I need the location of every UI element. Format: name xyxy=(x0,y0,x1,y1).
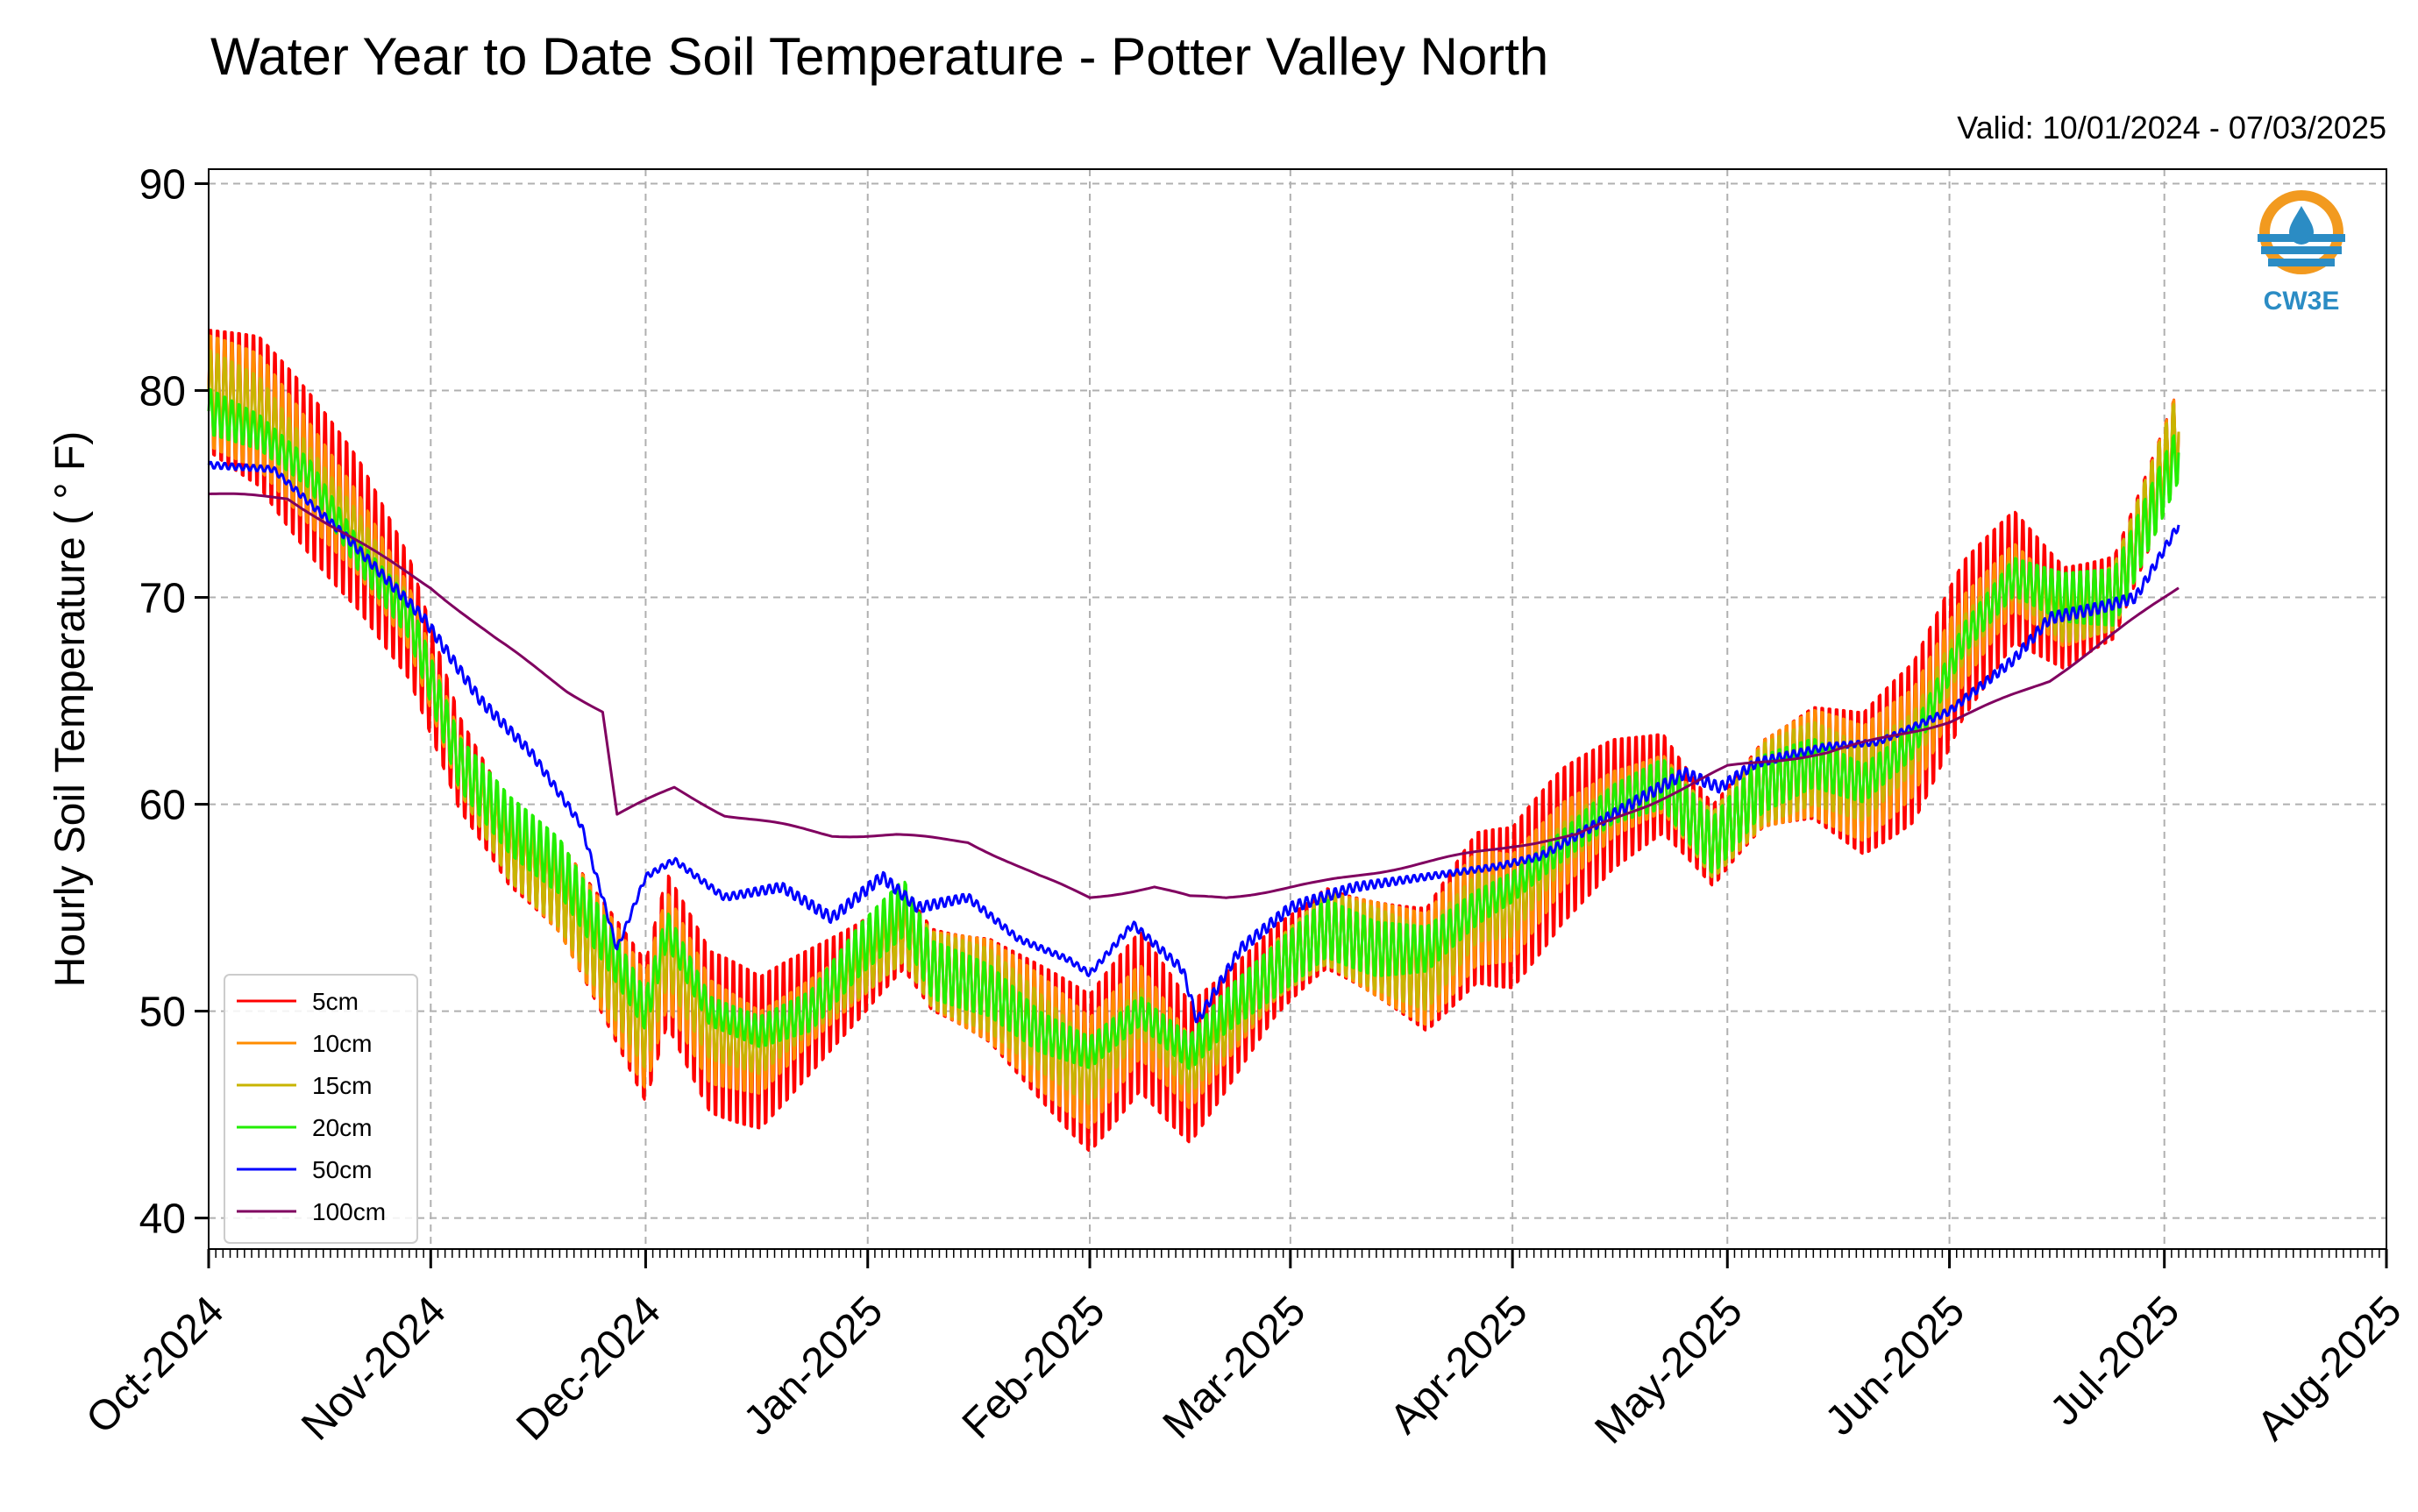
legend-label: 20cm xyxy=(312,1114,372,1141)
y-tick-label: 90 xyxy=(139,162,186,209)
x-tick-label: May-2025 xyxy=(1586,1288,1751,1452)
logo-text: CW3E xyxy=(2264,287,2340,316)
y-axis-title: Hourly Soil Temperature ( ° F) xyxy=(47,431,94,988)
chart-title: Water Year to Date Soil Temperature - Po… xyxy=(210,27,1549,86)
series-lines xyxy=(207,329,2180,1152)
y-tick-label: 40 xyxy=(139,1196,186,1243)
legend-label: 5cm xyxy=(312,988,359,1015)
minor-ticks xyxy=(208,1249,2387,1258)
x-tick-label: Mar-2025 xyxy=(1155,1288,1315,1448)
x-tick-label: Nov-2024 xyxy=(293,1288,455,1450)
legend-label: 15cm xyxy=(312,1072,372,1099)
series-line-20cm xyxy=(207,387,2180,1070)
x-tick-label: Jul-2025 xyxy=(2042,1288,2189,1435)
x-tick-label: Jun-2025 xyxy=(1817,1288,1974,1445)
y-tick-label: 70 xyxy=(139,576,186,622)
x-tick-label: Aug-2025 xyxy=(2249,1288,2411,1450)
plot-frame xyxy=(208,168,2387,1250)
series-line-50cm xyxy=(207,460,2180,1024)
cw3e-logo: CW3E xyxy=(2258,190,2345,316)
x-tick-label: Feb-2025 xyxy=(954,1288,1114,1448)
series-line-15cm xyxy=(207,349,2180,1105)
logo-wave-2 xyxy=(2261,246,2342,254)
legend: 5cm 10cm 15cm 20cm 50cm 100cm xyxy=(224,974,418,1244)
valid-date-range: Valid: 10/01/2024 - 07/03/2025 xyxy=(1957,110,2386,146)
y-tick-label: 60 xyxy=(139,783,186,829)
x-tick-label: Oct-2024 xyxy=(77,1288,232,1443)
x-tick-label: Dec-2024 xyxy=(508,1288,670,1450)
grid xyxy=(209,169,2386,1249)
legend-label: 50cm xyxy=(312,1156,372,1183)
x-tick-label: Apr-2025 xyxy=(1382,1288,1537,1443)
y-tick-label: 50 xyxy=(139,990,186,1036)
legend-label: 10cm xyxy=(312,1030,372,1057)
axes: Oct-2024 Nov-2024 Dec-2024 Jan-2025 Feb-2025… xyxy=(47,162,2411,1453)
legend-label: 100cm xyxy=(312,1198,386,1225)
water-drop-icon xyxy=(2289,206,2314,245)
x-tick-label: Jan-2025 xyxy=(735,1288,892,1445)
y-tick-label: 80 xyxy=(139,369,186,415)
logo-wave-3 xyxy=(2268,259,2335,266)
series-line-100cm xyxy=(208,492,2180,899)
